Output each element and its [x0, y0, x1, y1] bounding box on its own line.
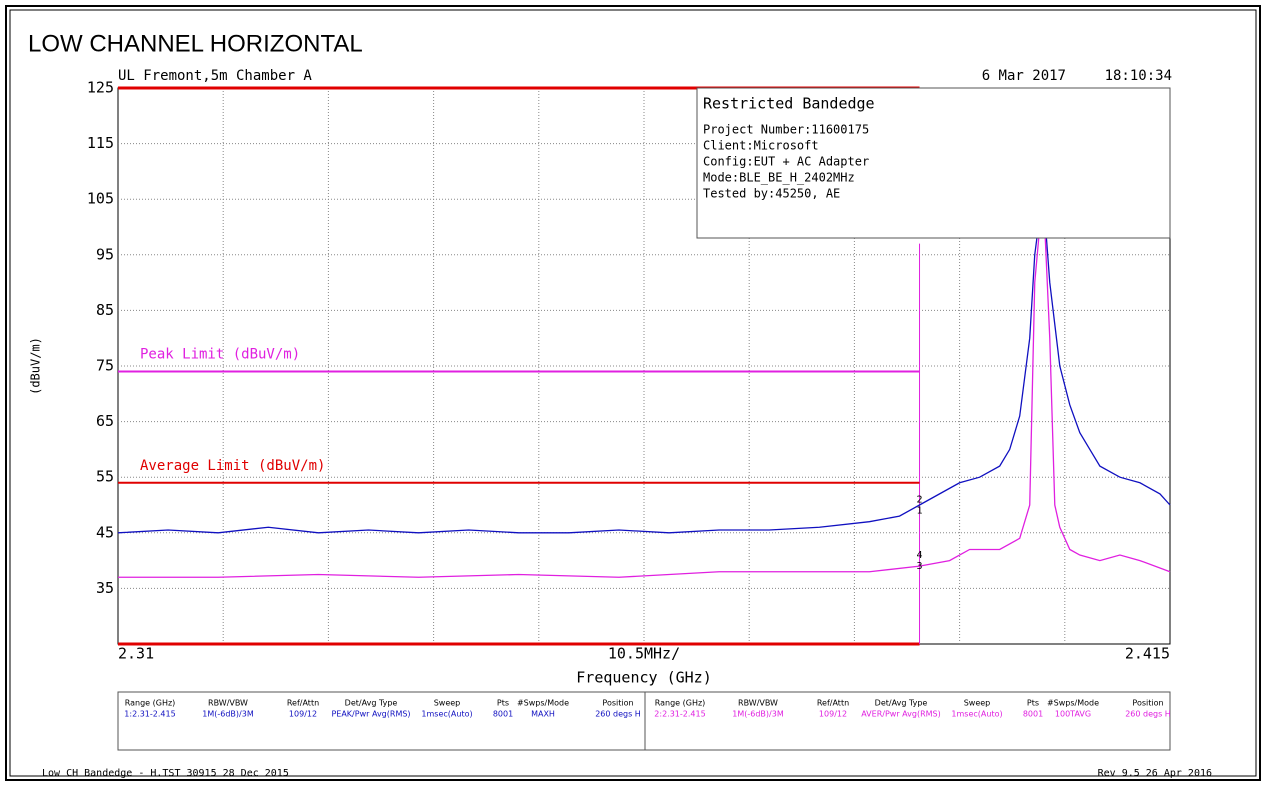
- y-tick-label: 45: [96, 523, 114, 541]
- y-tick-label: 65: [96, 412, 114, 430]
- table-header: Position: [1132, 699, 1163, 708]
- trace: [118, 226, 1171, 578]
- trace-table: [117, 691, 1171, 751]
- marker-label: 3: [917, 561, 923, 572]
- info-box: [696, 87, 1171, 239]
- table-cell: 109/12: [819, 710, 847, 719]
- y-axis-label: (dBuV/m): [29, 337, 43, 395]
- table-header: Position: [602, 699, 633, 708]
- table-cell: 8001: [1023, 710, 1043, 719]
- table-header: Det/Avg Type: [345, 699, 398, 708]
- table-header: Ref/Attn: [287, 699, 319, 708]
- time-label: 18:10:34: [1105, 68, 1172, 84]
- table-cell: 1msec(Auto): [421, 710, 472, 719]
- table-header: Ref/Attn: [817, 699, 849, 708]
- footer-right: Rev 9.5 26 Apr 2016: [1098, 768, 1212, 779]
- x-scale-label: 10.5MHz/: [608, 645, 680, 663]
- site-label: UL Fremont,5m Chamber A: [118, 68, 312, 84]
- marker-label: 2: [917, 494, 923, 505]
- info-line: Client:Microsoft: [703, 139, 819, 153]
- table-cell: 260 degs H: [595, 710, 641, 719]
- table-header: RBW/VBW: [738, 699, 778, 708]
- marker-label: 4: [917, 550, 923, 561]
- table-header: #Swps/Mode: [1047, 699, 1099, 708]
- trace: [117, 215, 1171, 534]
- limit-label: Average Limit (dBuV/m): [140, 458, 325, 474]
- table-header: Range (GHz): [125, 699, 176, 708]
- table-cell: 109/12: [289, 710, 317, 719]
- info-title: Restricted Bandedge: [703, 95, 875, 113]
- table-header: Pts: [1027, 699, 1039, 708]
- table-header: RBW/VBW: [208, 699, 248, 708]
- info-line: Config:EUT + AC Adapter: [703, 155, 869, 169]
- y-tick-label: 105: [87, 190, 114, 208]
- table-cell: 260 degs H: [1125, 710, 1171, 719]
- y-tick-label: 125: [87, 79, 114, 97]
- table-header: #Swps/Mode: [517, 699, 569, 708]
- table-cell: 2:2.31-2.415: [654, 710, 705, 719]
- x-tick-label: 2.31: [118, 645, 154, 663]
- table-cell: MAXH: [531, 710, 555, 719]
- y-tick-label: 55: [96, 468, 114, 486]
- outer-frame: [5, 5, 1261, 781]
- y-tick-label: 85: [96, 301, 114, 319]
- inner-frame: [9, 9, 1257, 777]
- date-label: 6 Mar 2017: [982, 68, 1066, 84]
- table-header: Det/Avg Type: [875, 699, 928, 708]
- footer-left: Low CH Bandedge - H.TST 30915 28 Dec 201…: [42, 768, 289, 779]
- info-line: Project Number:11600175: [703, 123, 869, 137]
- y-tick-label: 115: [87, 134, 114, 152]
- y-tick-label: 35: [96, 579, 114, 597]
- marker-label: 1: [917, 506, 923, 517]
- y-tick-label: 95: [96, 245, 114, 263]
- x-tick-label: 2.415: [1125, 645, 1170, 663]
- table-header: Sweep: [434, 699, 461, 708]
- table-cell: 1M(-6dB)/3M: [732, 710, 784, 719]
- table-cell: 1msec(Auto): [951, 710, 1002, 719]
- table-cell: 8001: [493, 710, 513, 719]
- table-header: Sweep: [964, 699, 991, 708]
- x-axis-label: Frequency (GHz): [576, 669, 711, 687]
- table-cell: AVER/Pwr Avg(RMS): [861, 710, 941, 719]
- table-cell: 1:2.31-2.415: [124, 710, 175, 719]
- info-line: Mode:BLE_BE_H_2402MHz: [703, 171, 855, 185]
- chart-title: LOW CHANNEL HORIZONTAL: [28, 30, 363, 57]
- table-header: Range (GHz): [655, 699, 706, 708]
- table-cell: 100TAVG: [1055, 710, 1091, 719]
- y-tick-label: 75: [96, 357, 114, 375]
- info-line: Tested by:45250, AE: [703, 187, 840, 201]
- table-cell: PEAK/Pwr Avg(RMS): [331, 710, 410, 719]
- limit-label: Peak Limit (dBuV/m): [140, 347, 300, 363]
- table-cell: 1M(-6dB)/3M: [202, 710, 254, 719]
- table-header: Pts: [497, 699, 509, 708]
